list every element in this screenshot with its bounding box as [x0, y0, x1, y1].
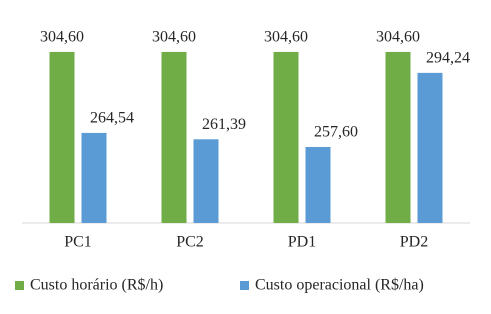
bar: [385, 51, 411, 223]
legend-swatch: [240, 281, 249, 290]
bar: [161, 51, 187, 223]
legend-label: Custo horário (R$/h): [30, 277, 163, 294]
value-label: 304,60: [376, 29, 420, 46]
bar: [417, 72, 443, 223]
x-tick-label: PC2: [176, 234, 204, 251]
bar: [49, 51, 75, 223]
value-label: 261,39: [202, 116, 246, 133]
value-label: 257,60: [314, 124, 358, 141]
value-label: 304,60: [152, 29, 196, 46]
bar: [305, 146, 331, 223]
value-label: 304,60: [40, 29, 84, 46]
value-label: 304,60: [264, 29, 308, 46]
x-tick-label: PC1: [64, 234, 92, 251]
bar: [193, 139, 219, 223]
legend-swatch: [15, 281, 24, 290]
bar: [273, 51, 299, 223]
bar: [81, 132, 107, 223]
value-label: 294,24: [426, 50, 470, 67]
legend-label: Custo operacional (R$/ha): [255, 277, 424, 294]
value-label: 264,54: [90, 110, 134, 127]
x-tick-label: PD2: [400, 234, 428, 251]
x-tick-label: PD1: [288, 234, 316, 251]
